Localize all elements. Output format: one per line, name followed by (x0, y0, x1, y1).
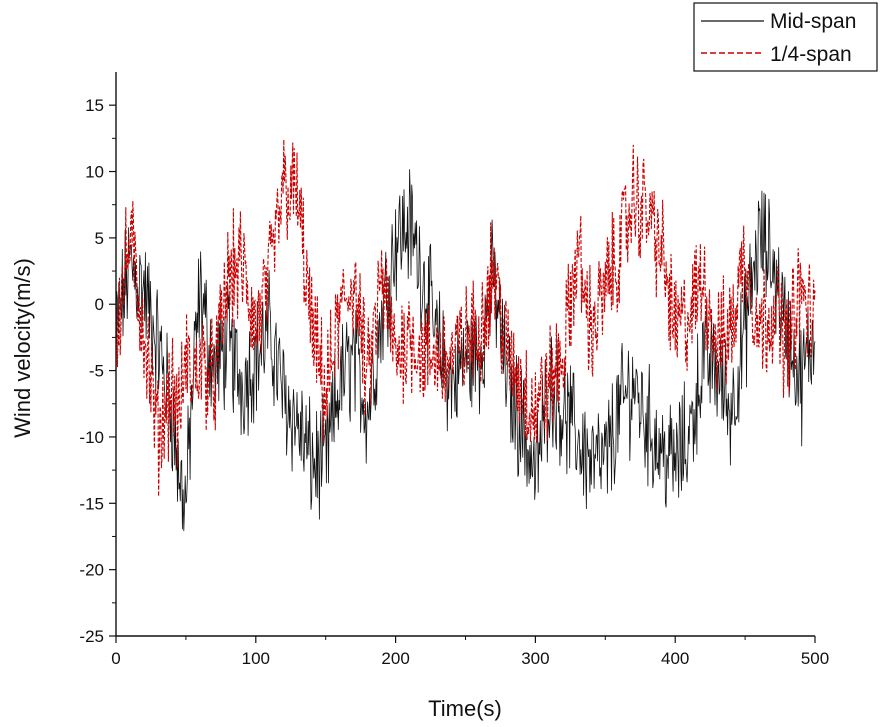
series-line-quarter-span (115, 139, 816, 497)
y-tick-label: 0 (95, 295, 104, 314)
series-line-mid-span (115, 169, 816, 532)
y-tick-label: 15 (85, 96, 104, 115)
x-tick-label: 400 (661, 649, 689, 668)
x-tick-label: 300 (521, 649, 549, 668)
plot-area (115, 139, 816, 532)
y-tick-label: -5 (89, 362, 104, 381)
y-tick-label: 10 (85, 163, 104, 182)
y-tick-label: -15 (79, 494, 104, 513)
legend-label-mid-span: Mid-span (770, 10, 856, 33)
axes: -25 -20 -15 -10 -5 0 5 10 15 0 100 200 300 400 500 (79, 72, 829, 668)
y-tick-label: -10 (79, 428, 104, 447)
x-tick-label: 0 (111, 649, 120, 668)
y-tick-label: -25 (79, 627, 104, 646)
x-tick-label: 200 (381, 649, 409, 668)
y-axis-title: Wind velocity(m/s) (10, 258, 35, 438)
x-axis-title: Time(s) (428, 696, 502, 721)
x-tick-label: 100 (242, 649, 270, 668)
legend: Mid-span 1/4-span (693, 2, 878, 72)
legend-label-quarter-span: 1/4-span (770, 43, 852, 66)
legend-box (693, 2, 878, 72)
y-tick-label: -20 (79, 561, 104, 580)
x-tick-label: 500 (801, 649, 829, 668)
y-tick-label: 5 (95, 229, 104, 248)
